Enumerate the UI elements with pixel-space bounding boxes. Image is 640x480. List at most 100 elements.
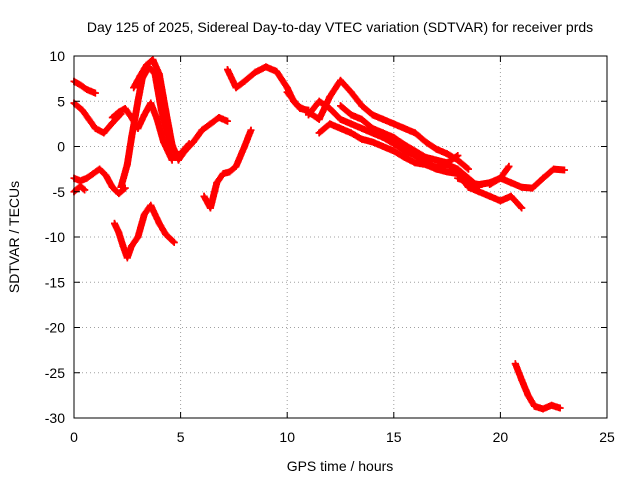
y-tick-label: -20	[45, 320, 65, 336]
series-track-m	[305, 97, 483, 191]
chart-title: Day 125 of 2025, Sidereal Day-to-day VTE…	[87, 19, 593, 35]
data-point	[108, 114, 116, 122]
y-tick-label: -10	[45, 229, 65, 245]
data-point	[486, 192, 494, 200]
data-point	[411, 147, 419, 155]
data-point	[89, 170, 97, 178]
data-point	[422, 161, 430, 169]
data-point	[358, 124, 366, 132]
series-points	[181, 114, 231, 155]
data-point	[76, 182, 84, 190]
data-point	[337, 124, 344, 132]
data-point	[273, 67, 281, 75]
data-point	[507, 179, 515, 187]
y-tick-label: 5	[57, 93, 65, 109]
data-point	[262, 63, 270, 71]
data-point	[548, 401, 556, 409]
data-point	[400, 153, 408, 161]
y-tick-label: -15	[45, 274, 65, 290]
data-point	[198, 126, 206, 134]
data-point	[390, 120, 398, 128]
data-point	[251, 68, 259, 76]
data-point	[443, 168, 451, 176]
data-point	[326, 93, 334, 101]
x-tick-label: 20	[493, 429, 509, 445]
series-points	[200, 126, 255, 212]
data-point	[347, 88, 355, 96]
data-point	[215, 114, 223, 122]
data-point	[160, 138, 168, 146]
data-point	[411, 159, 419, 167]
series-points	[117, 63, 193, 191]
data-point	[162, 106, 170, 114]
data-point	[134, 233, 142, 241]
data-point	[91, 124, 99, 132]
series-track-s	[511, 360, 564, 413]
data-point	[219, 170, 227, 178]
data-point	[511, 360, 519, 368]
data-point	[168, 141, 176, 149]
data-point	[76, 81, 84, 89]
data-point	[123, 161, 131, 169]
data-point	[358, 102, 366, 110]
data-point	[115, 228, 123, 236]
data-point	[496, 174, 504, 182]
series-track-o	[337, 102, 462, 167]
data-point	[189, 138, 197, 146]
x-tick-label: 0	[70, 429, 78, 445]
data-point	[368, 111, 376, 119]
data-point	[400, 124, 408, 132]
data-point	[102, 171, 110, 179]
data-point	[432, 165, 440, 173]
data-point	[505, 162, 513, 170]
data-point	[96, 165, 104, 173]
y-axis-label: SDTVAR / TECUs	[6, 181, 22, 293]
data-point	[560, 166, 568, 174]
data-point	[347, 111, 355, 119]
series-points	[511, 360, 564, 413]
data-point	[119, 242, 127, 250]
data-point	[83, 85, 91, 93]
data-point	[247, 126, 255, 134]
data-point	[379, 115, 387, 123]
data-point	[147, 99, 155, 107]
data-point	[168, 156, 176, 164]
data-point	[443, 150, 451, 158]
data-point	[206, 204, 214, 212]
data-point	[155, 219, 163, 227]
data-point	[486, 181, 494, 189]
data-point	[224, 66, 232, 74]
data-point	[524, 391, 532, 399]
series-track-d	[70, 182, 89, 196]
data-point	[83, 174, 91, 182]
series-points	[283, 76, 472, 173]
series-track-f	[117, 63, 193, 191]
data-point	[140, 111, 148, 119]
data-point	[294, 102, 302, 110]
series-track-j	[200, 126, 255, 212]
data-point	[358, 115, 366, 123]
data-point	[200, 192, 208, 200]
x-tick-label: 10	[279, 429, 295, 445]
data-point	[422, 153, 430, 161]
data-point	[147, 201, 155, 209]
data-point	[347, 120, 355, 128]
data-point	[496, 197, 504, 205]
data-point	[128, 242, 136, 250]
data-point	[550, 165, 558, 173]
data-point	[121, 184, 129, 192]
series-points	[111, 201, 178, 262]
data-point	[117, 183, 125, 191]
series-track-r	[486, 162, 513, 189]
data-point	[149, 56, 157, 64]
data-point	[464, 165, 472, 173]
data-point	[432, 156, 440, 164]
data-point	[518, 183, 526, 191]
y-tick-label: 10	[49, 48, 65, 64]
data-point	[241, 77, 249, 85]
data-point	[315, 129, 323, 137]
data-point	[379, 129, 387, 137]
data-point	[81, 186, 89, 194]
data-point	[326, 104, 334, 112]
